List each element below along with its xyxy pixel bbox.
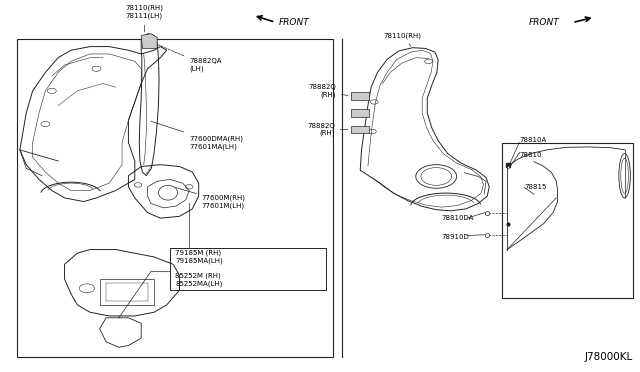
Bar (502, 142, 633, 298)
Text: J78000KL: J78000KL (585, 352, 633, 362)
FancyBboxPatch shape (351, 109, 369, 117)
Polygon shape (141, 34, 157, 48)
Bar (100, 279, 154, 305)
Text: FRONT: FRONT (278, 18, 309, 27)
Text: 78810A: 78810A (519, 137, 547, 142)
FancyBboxPatch shape (351, 126, 369, 133)
Bar (17, 39, 333, 356)
Text: 78910D: 78910D (442, 234, 469, 240)
Text: 79185M (RH)
79185MA(LH): 79185M (RH) 79185MA(LH) (175, 250, 223, 264)
Text: 78810DA: 78810DA (442, 215, 474, 221)
FancyBboxPatch shape (351, 92, 369, 100)
Text: 77600DMA(RH)
77601MA(LH): 77600DMA(RH) 77601MA(LH) (151, 121, 243, 150)
Text: 78110(RH)
78111(LH): 78110(RH) 78111(LH) (125, 4, 163, 19)
Bar (170, 248, 326, 290)
Text: FRONT: FRONT (529, 18, 559, 27)
Text: 78110(RH): 78110(RH) (384, 32, 422, 46)
Text: 78810: 78810 (519, 152, 541, 158)
Text: 77600M(RH)
77601M(LH): 77600M(RH) 77601M(LH) (176, 187, 246, 209)
Text: 78882QA
(LH): 78882QA (LH) (152, 42, 221, 72)
Text: 78882Q
(RH): 78882Q (RH) (307, 123, 348, 137)
Text: 78815: 78815 (524, 184, 547, 190)
Text: 85252M (RH)
85252MA(LH): 85252M (RH) 85252MA(LH) (175, 272, 223, 287)
Bar (106, 283, 148, 301)
Text: 78882Q
(RH): 78882Q (RH) (308, 84, 348, 97)
